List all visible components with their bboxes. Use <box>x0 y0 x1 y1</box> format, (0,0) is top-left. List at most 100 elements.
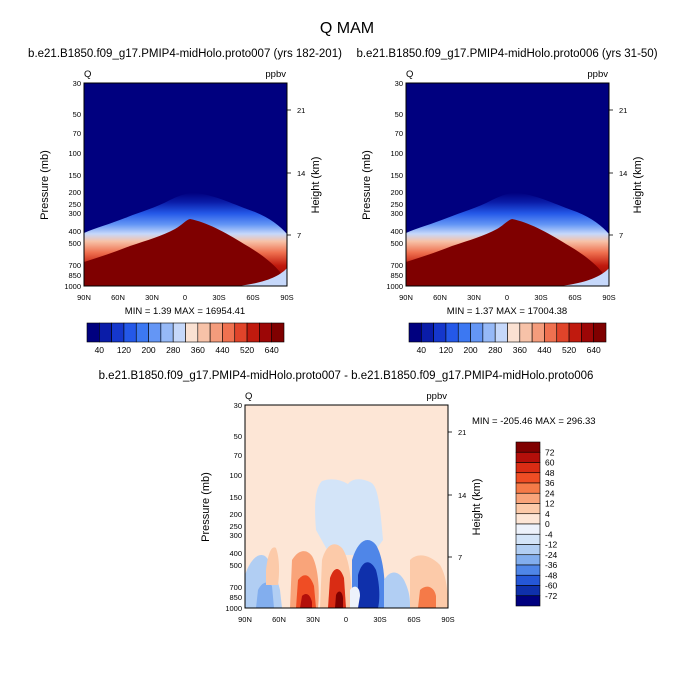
p-tick: 700 <box>390 261 403 270</box>
colorbar-swatch <box>457 322 471 343</box>
colorbar-label: 280 <box>166 345 180 355</box>
colorbar-swatch <box>515 585 541 597</box>
colorbar-label: 520 <box>562 345 576 355</box>
colorbar-swatch <box>185 322 199 343</box>
colorbar-label: 120 <box>117 345 131 355</box>
colorbar-label: 40 <box>417 345 427 355</box>
colorbar-label: 72 <box>545 447 555 457</box>
colorbar-label: 640 <box>587 345 601 355</box>
x-tick: 30N <box>145 293 159 302</box>
p-tick: 300 <box>229 531 242 540</box>
p-tick: 200 <box>68 188 81 197</box>
p-tick: 1000 <box>225 604 242 613</box>
colorbar-swatch <box>494 322 508 343</box>
panel-bottom-difference: b.e21.B1850.f09_g17.PMIP4-midHolo.proto0… <box>99 370 596 624</box>
p-tick: 200 <box>229 510 242 519</box>
colorbar-swatch <box>470 322 484 343</box>
h-tick: 14 <box>458 491 466 500</box>
colorbar-swatch <box>515 544 541 556</box>
h-tick: 7 <box>619 231 623 240</box>
p-tick: 300 <box>390 209 403 218</box>
upper-negative-region <box>315 479 383 555</box>
colorbar-swatch <box>581 322 594 343</box>
plot-frame <box>83 82 288 287</box>
colorbar-absolute-left: 40 120 200 280 360 440 520 640 <box>86 322 285 355</box>
h-tick: 7 <box>297 231 301 240</box>
x-tick: 90S <box>602 293 615 302</box>
height-tick-labels: 21 14 7 <box>297 106 305 240</box>
x-tick: 30S <box>212 293 225 302</box>
pressure-tick-labels: 30 50 70 100 150 200 250 300 400 500 700… <box>386 79 403 291</box>
contour-field <box>245 405 448 608</box>
p-tick: 50 <box>234 432 242 441</box>
figure-title: Q MAM <box>320 20 374 37</box>
y-axis-label: Pressure (mb) <box>200 472 212 542</box>
colorbar-label: 0 <box>545 519 550 529</box>
colorbar-label: -12 <box>545 540 558 550</box>
x-tick: 60N <box>272 615 286 624</box>
colorbar-label: -60 <box>545 581 558 591</box>
colorbar-swatch <box>445 322 459 343</box>
colorbar-label: 60 <box>545 458 555 468</box>
p-tick: 850 <box>68 271 81 280</box>
colorbar-label: 440 <box>215 345 229 355</box>
pressure-tick-labels: 30 50 70 100 150 200 250 300 400 500 700… <box>64 79 81 291</box>
p-tick: 100 <box>229 471 242 480</box>
colorbar-swatch <box>515 482 541 494</box>
negative-core-north <box>256 582 274 608</box>
colorbar-swatch <box>160 322 174 343</box>
x-tick: 60N <box>433 293 447 302</box>
colorbar-swatch <box>515 513 541 525</box>
colorbar-label: 4 <box>545 509 550 519</box>
p-tick: 500 <box>229 561 242 570</box>
p-tick: 250 <box>390 200 403 209</box>
x-tick: 60S <box>568 293 581 302</box>
y-axis-label-right: Height (km) <box>632 157 644 214</box>
colorbar-label: -36 <box>545 560 558 570</box>
corner-units-label: ppbv <box>587 69 608 80</box>
colorbar-swatch <box>556 322 570 343</box>
x-tick: 30S <box>534 293 547 302</box>
colorbar-swatch <box>544 322 558 343</box>
colorbar-label: -4 <box>545 529 553 539</box>
x-tick: 30N <box>306 615 320 624</box>
x-tick: 60N <box>111 293 125 302</box>
h-tick: 14 <box>297 169 305 178</box>
corner-variable-label: Q <box>84 69 91 80</box>
colorbar-swatch <box>86 322 100 343</box>
colorbar-swatch <box>515 451 541 463</box>
colorbar-label: -24 <box>545 550 558 560</box>
colorbar-label: 520 <box>240 345 254 355</box>
p-tick: 70 <box>73 129 81 138</box>
x-tick: 0 <box>344 615 348 624</box>
colorbar-swatch <box>515 472 541 484</box>
p-tick: 500 <box>68 239 81 248</box>
panel-title: b.e21.B1850.f09_g17.PMIP4-midHolo.proto0… <box>28 48 342 60</box>
colorbar-swatch <box>482 322 496 343</box>
colorbar-swatch <box>515 441 541 453</box>
colorbar-swatch <box>515 595 541 607</box>
colorbar-swatch <box>222 322 236 343</box>
x-tick: 0 <box>183 293 187 302</box>
x-tick: 30N <box>467 293 481 302</box>
colorbar-swatch <box>515 533 541 545</box>
surface-edge-region <box>560 268 609 286</box>
colorbar-absolute-right: 40 120 200 280 360 440 520 640 <box>408 322 607 355</box>
colorbar-label: 24 <box>545 488 555 498</box>
p-tick: 50 <box>395 110 403 119</box>
colorbar-swatch <box>246 322 260 343</box>
contour-field <box>84 83 287 286</box>
y-axis-label-right: Height (km) <box>310 157 322 214</box>
colorbar-swatch <box>507 322 521 343</box>
p-tick: 300 <box>68 209 81 218</box>
p-tick: 30 <box>73 79 81 88</box>
p-tick: 1000 <box>64 282 81 291</box>
min-max-stats: MIN = 1.37 MAX = 17004.38 <box>447 306 567 317</box>
panel-title: b.e21.B1850.f09_g17.PMIP4-midHolo.proto0… <box>356 48 657 60</box>
x-tick: 30S <box>373 615 386 624</box>
corner-units-label: ppbv <box>426 391 447 402</box>
colorbar-swatch <box>515 462 541 474</box>
panel-title: b.e21.B1850.f09_g17.PMIP4-midHolo.proto0… <box>99 370 594 382</box>
colorbar-label: 12 <box>545 499 555 509</box>
